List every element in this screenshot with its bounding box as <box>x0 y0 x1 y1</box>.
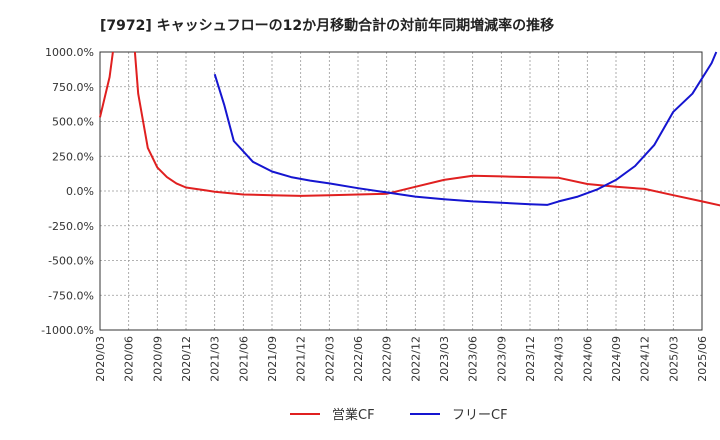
legend: 営業CF フリーCF <box>290 407 508 423</box>
axis-layer: 1000.0% 750.0% 500.0% 250.0% 0.0% -250.0% -500… <box>41 46 709 382</box>
x-tick-label: 2023/12 <box>524 336 537 382</box>
y-tick-label: -500.0% <box>48 255 94 268</box>
y-tick-label: 1000.0% <box>45 46 94 59</box>
x-tick-label: 2021/06 <box>237 336 250 382</box>
x-tick-label: 2024/03 <box>553 336 566 382</box>
y-tick-label: -750.0% <box>48 289 94 302</box>
x-tick-label: 2023/03 <box>438 336 451 382</box>
x-tick-label: 2025/03 <box>667 336 680 382</box>
y-tick-label: 750.0% <box>52 81 94 94</box>
y-tick-label: 250.0% <box>52 150 94 163</box>
y-tick-label: 500.0% <box>52 116 94 129</box>
plot-frame <box>99 51 703 331</box>
x-tick-label: 2022/06 <box>352 336 365 382</box>
x-tick-label: 2022/03 <box>323 336 336 382</box>
series-line-operating-cf <box>99 51 114 118</box>
x-tick-label: 2024/12 <box>639 336 652 382</box>
x-tick-label: 2025/06 <box>696 336 709 382</box>
x-tick-label: 2022/12 <box>409 336 422 382</box>
series-layer <box>99 51 720 207</box>
y-tick-label: -250.0% <box>48 220 94 233</box>
legend-label-operating-cf: 営業CF <box>332 407 375 423</box>
x-tick-label: 2024/09 <box>610 336 623 382</box>
series-line-free-cf <box>213 51 718 206</box>
x-tick-label: 2020/03 <box>94 336 107 382</box>
y-tick-label: 0.0% <box>66 185 94 198</box>
x-tick-label: 2021/09 <box>266 336 279 382</box>
x-tick-label: 2020/06 <box>123 336 136 382</box>
x-tick-label: 2023/09 <box>495 336 508 382</box>
x-tick-label: 2020/09 <box>151 336 164 382</box>
y-tick-label: -1000.0% <box>41 324 94 337</box>
x-tick-label: 2021/12 <box>295 336 308 382</box>
x-tick-label: 2023/06 <box>467 336 480 382</box>
series-line-operating-cf <box>133 51 720 207</box>
x-tick-label: 2024/06 <box>581 336 594 382</box>
chart-title: [7972] キャッシュフローの12か月移動合計の対前年同期増減率の推移 <box>100 17 554 34</box>
x-tick-label: 2021/03 <box>209 336 222 382</box>
legend-label-free-cf: フリーCF <box>452 408 508 423</box>
x-tick-label: 2020/12 <box>180 336 193 382</box>
x-tick-label: 2022/09 <box>381 336 394 382</box>
